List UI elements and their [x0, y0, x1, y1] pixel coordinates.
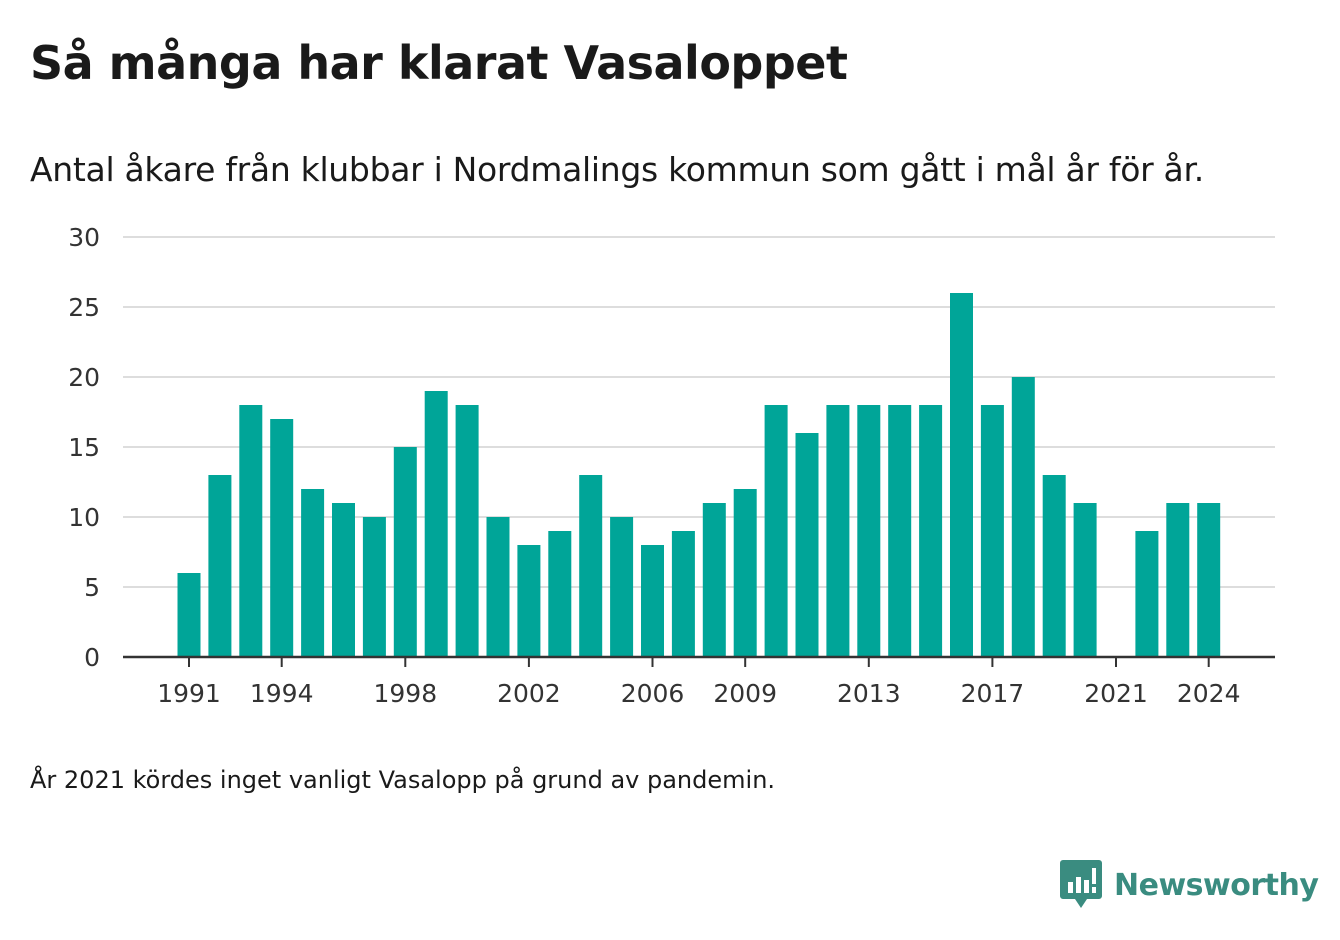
x-tick-label: 2002 — [497, 679, 561, 708]
bar-2001 — [486, 517, 510, 657]
bar-2011 — [795, 433, 819, 657]
bar-1998 — [393, 447, 417, 657]
bar-2013 — [857, 405, 881, 657]
y-tick-label: 30 — [68, 223, 100, 252]
bar-2007 — [671, 531, 695, 657]
bar-1995 — [301, 489, 325, 657]
bar-2004 — [579, 475, 603, 657]
bar-2015 — [919, 405, 943, 657]
bar-2017 — [980, 405, 1004, 657]
bar-1992 — [208, 475, 232, 657]
chart-title: Så många har klarat Vasaloppet — [30, 36, 848, 90]
gridlines — [123, 236, 1275, 588]
bars — [177, 293, 1221, 657]
bar-2006 — [641, 545, 664, 657]
bar-2012 — [826, 405, 850, 657]
x-tick-label: 2024 — [1177, 679, 1241, 708]
bar-2014 — [888, 405, 912, 657]
bar-2002 — [517, 545, 541, 657]
x-tick-label: 2006 — [621, 679, 685, 708]
bar-2022 — [1135, 531, 1159, 657]
x-tick-label: 1998 — [373, 679, 437, 708]
x-tick-label: 2017 — [961, 679, 1025, 708]
bar-2003 — [548, 531, 572, 657]
bar-2024 — [1197, 503, 1221, 657]
bar-chart: 0 5 10 15 20 25 30 1991 1994 1998 2002 2006 2009 2013… — [68, 223, 1275, 708]
y-tick-label: 10 — [68, 503, 100, 532]
bar-1997 — [362, 517, 386, 657]
bar-2016 — [950, 293, 973, 657]
y-tick-label: 15 — [68, 433, 100, 462]
bar-2000 — [455, 405, 479, 657]
brand-name: Newsworthy — [1114, 867, 1319, 903]
x-tick-label: 2009 — [713, 679, 777, 708]
newsworthy-logo-icon — [1060, 860, 1102, 908]
bar-2019 — [1042, 475, 1066, 657]
bar-2009 — [733, 489, 757, 657]
footnote: År 2021 kördes inget vanligt Vasalopp på… — [30, 766, 776, 794]
bar-2010 — [764, 405, 788, 657]
bar-1999 — [424, 391, 448, 657]
x-tick-label: 2013 — [837, 679, 901, 708]
chart-subtitle: Antal åkare från klubbar i Nordmalings k… — [30, 150, 1204, 189]
x-tick-label: 1994 — [250, 679, 314, 708]
bar-1994 — [270, 419, 294, 657]
bar-1991 — [177, 573, 201, 657]
bar-2005 — [610, 517, 634, 657]
bar-1996 — [332, 503, 355, 657]
x-tick-label: 1991 — [157, 679, 221, 708]
bar-2023 — [1166, 503, 1190, 657]
brand-logo[interactable]: Newsworthy — [1060, 860, 1319, 910]
bar-2008 — [702, 503, 726, 657]
bar-1993 — [239, 405, 263, 657]
bar-2020 — [1073, 503, 1097, 657]
y-tick-label: 20 — [68, 363, 100, 392]
x-tick-label: 2021 — [1084, 679, 1148, 708]
y-tick-label: 0 — [84, 643, 100, 672]
y-tick-label: 5 — [84, 573, 100, 602]
axes: 0 5 10 15 20 25 30 1991 1994 1998 2002 2006 2009 2013… — [68, 223, 1275, 708]
bar-2018 — [1011, 377, 1035, 657]
y-tick-label: 25 — [68, 293, 100, 322]
